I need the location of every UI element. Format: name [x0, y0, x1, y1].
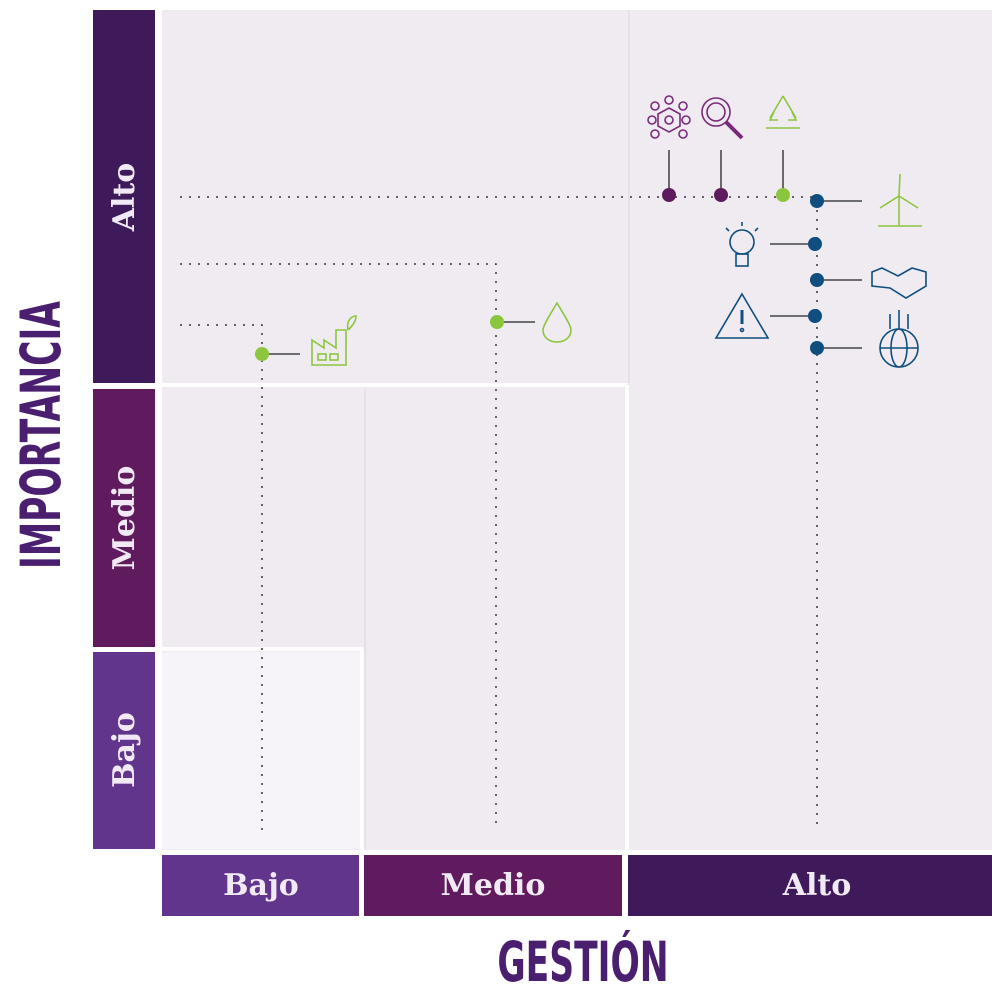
y-level-label: Medio: [107, 466, 142, 571]
lightbulb-icon: [725, 222, 759, 267]
recycle-icon: [766, 95, 800, 129]
y-level-label: Bajo: [107, 712, 142, 788]
y-level-bar: [93, 389, 155, 647]
low-low-cell: [162, 652, 360, 849]
icons: [311, 95, 927, 368]
dotted-guides: [180, 196, 818, 830]
network-icon: [647, 95, 691, 139]
x-axis-title: GESTIÓN: [497, 929, 668, 994]
y-level-bar: [93, 652, 155, 849]
x-level-bar: [628, 855, 992, 916]
x-level-label: Bajo: [223, 868, 299, 903]
x-level-label: Medio: [441, 868, 546, 903]
y-level-bar: [93, 10, 155, 383]
x-level-bar: [364, 855, 622, 916]
globe-icon: [879, 310, 919, 368]
search-person-icon: [701, 97, 744, 140]
x-level-label: Alto: [782, 868, 852, 903]
y-axis-title: IMPORTANCIA: [8, 301, 73, 569]
water-drop-icon: [542, 301, 572, 343]
warning-icon: [714, 292, 770, 339]
x-level-bar: [162, 855, 359, 916]
topic-points: [255, 188, 824, 361]
wind-turbine-icon: [878, 173, 922, 227]
handshake-icon: [871, 267, 927, 299]
factory-icon: [311, 315, 357, 366]
y-level-label: Alto: [107, 163, 142, 233]
